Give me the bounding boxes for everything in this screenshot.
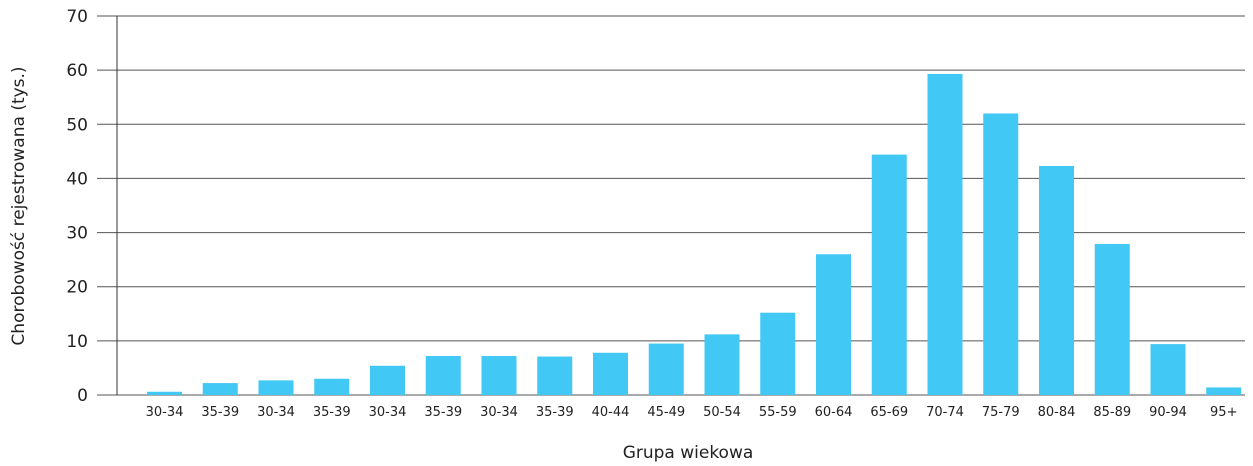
y-tick-labels: 0 10 20 30 40 50 60 70 xyxy=(66,7,88,406)
x-tick-label: 35-39 xyxy=(313,405,351,420)
bar xyxy=(147,391,182,395)
bars xyxy=(147,73,1242,395)
bar xyxy=(1039,165,1074,395)
x-tick-label: 85-89 xyxy=(1093,405,1131,420)
bar xyxy=(704,334,740,395)
bar xyxy=(648,343,684,395)
bar xyxy=(202,383,238,395)
x-tick-label: 60-64 xyxy=(815,405,853,420)
y-tick-label: 20 xyxy=(66,278,88,298)
bar xyxy=(481,356,517,395)
y-tick-label: 70 xyxy=(66,7,88,27)
bar xyxy=(1206,387,1242,395)
x-tick-label: 35-39 xyxy=(536,405,574,420)
x-tick-label: 55-59 xyxy=(759,405,797,420)
bar xyxy=(425,356,461,395)
y-tick-label: 0 xyxy=(77,386,88,406)
bar xyxy=(760,312,796,395)
x-tick-label: 65-69 xyxy=(870,405,908,420)
y-tick-label: 10 xyxy=(66,332,88,352)
x-tick-labels: 30-34 35-39 30-34 35-39 30-34 35-39 30-34 35-39… xyxy=(146,405,1238,420)
bar xyxy=(537,356,573,395)
x-tick-label: 30-34 xyxy=(369,405,407,420)
bar xyxy=(816,254,851,395)
x-tick-label: 90-94 xyxy=(1149,405,1187,420)
x-tick-label: 50-54 xyxy=(703,405,741,420)
x-tick-label: 30-34 xyxy=(480,405,518,420)
x-tick-label: 35-39 xyxy=(424,405,462,420)
y-tick-label: 50 xyxy=(66,115,88,135)
bar xyxy=(1094,243,1130,395)
y-tick-label: 30 xyxy=(66,224,88,244)
bar xyxy=(593,352,628,395)
bar xyxy=(983,113,1019,395)
x-tick-label: 30-34 xyxy=(257,405,295,420)
y-tick-label: 40 xyxy=(66,169,88,189)
y-axis-title: Chorobowość rejestrowana (tys.) xyxy=(9,66,29,345)
x-tick-label: 35-39 xyxy=(201,405,239,420)
bar xyxy=(927,73,963,395)
gridlines xyxy=(97,15,1245,396)
bar xyxy=(314,378,350,395)
bar xyxy=(871,154,907,395)
bar xyxy=(258,380,294,395)
x-tick-label: 30-34 xyxy=(146,405,184,420)
y-tick-label: 60 xyxy=(66,61,88,81)
x-tick-label: 70-74 xyxy=(926,405,964,420)
x-tick-label: 40-44 xyxy=(592,405,630,420)
x-tick-label: 75-79 xyxy=(982,405,1020,420)
x-tick-label: 45-49 xyxy=(647,405,685,420)
bar xyxy=(370,365,405,395)
x-tick-label: 80-84 xyxy=(1038,405,1076,420)
x-axis-title: Grupa wiekowa xyxy=(623,443,754,463)
x-tick-label: 95+ xyxy=(1210,405,1237,420)
bar xyxy=(1150,344,1186,395)
